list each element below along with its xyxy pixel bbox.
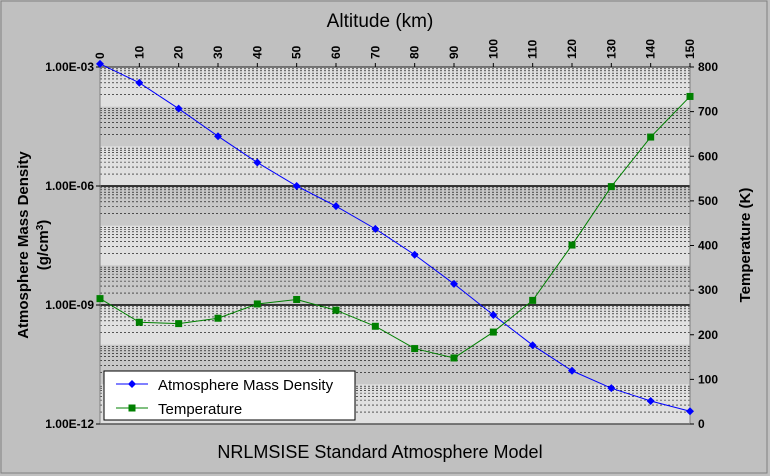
series-group [96, 59, 694, 416]
temperature-point [371, 322, 379, 330]
decade-band [100, 186, 690, 226]
atmosphere-mass-density-point [253, 158, 262, 167]
y-right-tick-label: 100 [698, 372, 718, 386]
atmosphere-mass-density-point [568, 366, 576, 375]
atmosphere-mass-density-point [410, 250, 419, 259]
temperature-point [686, 92, 694, 100]
atmosphere-mass-density-point [686, 407, 694, 416]
temperature-point [647, 133, 655, 141]
x-tick-label: 100 [486, 39, 500, 59]
gridlines [99, 66, 691, 425]
temperature-point [568, 241, 576, 249]
atmosphere-mass-density-line [99, 63, 691, 412]
temperature-point [411, 345, 419, 353]
atmosphere-mass-density-point [292, 182, 301, 190]
temperature-point [96, 295, 104, 303]
x-tick-label: 30 [211, 45, 225, 59]
y-right-tick-label: 300 [698, 283, 718, 297]
atmosphere-mass-density-point [96, 59, 104, 68]
y-right-tick-label: 200 [698, 328, 718, 342]
x-tick-label: 130 [604, 39, 618, 59]
temperature-point [253, 300, 261, 308]
legend-density-marker [128, 380, 136, 388]
y-left-tick-label: 1.00E-12 [45, 417, 94, 431]
temperature-point [529, 296, 537, 304]
atmosphere-mass-density-point [371, 224, 380, 233]
x-tick-label: 50 [290, 45, 304, 59]
x-tick-label: 40 [250, 45, 264, 59]
y-right-axis-title: Temperature (K) [737, 188, 754, 303]
x-tick-label: 140 [644, 39, 658, 59]
atmosphere-mass-density-point [450, 279, 458, 288]
y-left-axis-title-line1: Atmosphere Mass Density [15, 151, 32, 339]
legend-temperature-label: Temperature [158, 401, 242, 418]
temperature-point [607, 183, 615, 191]
temperature-line [99, 96, 691, 359]
y-right-tick-label: 500 [698, 194, 718, 208]
y-left-tick-label: 1.00E-03 [45, 60, 94, 74]
x-tick-label: 80 [408, 45, 422, 59]
y-left-tick-label: 1.00E-09 [45, 298, 94, 312]
atmosphere-mass-density-point [489, 310, 498, 319]
chart-title: NRLMSISE Standard Atmosphere Model [217, 442, 542, 462]
x-tick-label: 110 [526, 39, 540, 59]
x-tick-label: 20 [172, 45, 186, 59]
legend-temperature-marker [128, 404, 136, 412]
temperature-point [135, 318, 143, 326]
atmosphere-mass-density-point [214, 132, 222, 141]
y-right-tick-label: 600 [698, 149, 718, 163]
temperature-point [214, 314, 222, 322]
atmosphere-mass-density-point [135, 78, 144, 87]
x-tick-label: 120 [565, 39, 579, 59]
atmosphere-mass-density-point [174, 104, 183, 113]
atmosphere-mass-density-point [332, 202, 340, 211]
temperature-point [489, 328, 497, 336]
x-tick-label: 90 [447, 45, 461, 59]
y-right-axis-ticks: 0 100 200 300 400 500 600 700 800 [690, 60, 718, 431]
atmosphere-mass-density-point [646, 397, 655, 406]
y-left-axis-ticks: 1.00E-03 1.00E-06 1.00E-09 1.00E-12 [45, 60, 100, 431]
x-tick-label: 150 [683, 39, 697, 59]
temperature-point [175, 320, 183, 328]
x-axis-ticks: 0 10 20 30 40 50 60 70 80 90 100 110 120 130 140 150 [93, 39, 697, 67]
temperature-point [332, 306, 340, 314]
x-axis-title: Altitude (km) [327, 11, 434, 32]
temperature-point [293, 295, 301, 303]
x-tick-label: 10 [132, 45, 146, 59]
x-tick-label: 0 [93, 52, 107, 59]
y-left-unit-open: (g/cm [35, 230, 52, 270]
x-tick-label: 70 [368, 45, 382, 59]
decade-band [100, 265, 690, 305]
y-right-tick-label: 400 [698, 239, 718, 253]
atmosphere-mass-density-point [528, 341, 537, 350]
legend: Atmosphere Mass Density Temperature [103, 370, 356, 421]
legend-box [103, 370, 356, 421]
y-left-tick-label: 1.00E-06 [45, 179, 94, 193]
y-right-tick-label: 800 [698, 60, 718, 74]
legend-density-label: Atmosphere Mass Density [158, 377, 334, 394]
temperature-point [450, 354, 458, 362]
y-right-tick-label: 700 [698, 105, 718, 119]
y-left-axis-title-line2: (g/cm3) [35, 220, 53, 271]
decade-band [100, 106, 690, 147]
atmosphere-mass-density-point [607, 384, 616, 393]
y-left-unit-close: ) [35, 220, 52, 225]
y-right-tick-label: 0 [698, 417, 705, 431]
x-tick-label: 60 [329, 45, 343, 59]
y-left-unit-sup: 3 [35, 224, 46, 230]
